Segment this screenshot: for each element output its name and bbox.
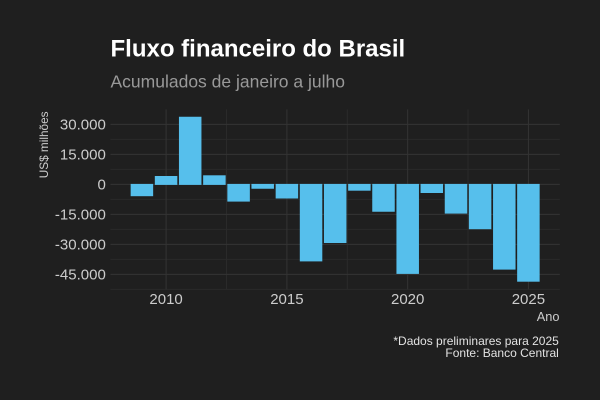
svg-text:15.000: 15.000 [60, 146, 106, 163]
svg-text:2025: 2025 [512, 291, 545, 308]
svg-text:Fonte: Banco Central: Fonte: Banco Central [445, 346, 558, 360]
svg-text:30.000: 30.000 [60, 116, 106, 133]
svg-text:Fluxo financeiro do Brasil: Fluxo financeiro do Brasil [111, 36, 406, 63]
svg-text:2020: 2020 [391, 291, 424, 308]
svg-text:US$ milhões: US$ milhões [37, 111, 51, 178]
svg-text:-30.000: -30.000 [55, 236, 106, 253]
svg-text:-45.000: -45.000 [55, 266, 106, 283]
svg-text:2010: 2010 [149, 291, 182, 308]
svg-text:2015: 2015 [270, 291, 303, 308]
svg-text:Acumulados de janeiro a julho: Acumulados de janeiro a julho [111, 72, 345, 92]
svg-text:Ano: Ano [537, 309, 560, 324]
svg-text:-15.000: -15.000 [55, 206, 106, 223]
svg-text:*Dados preliminares para 2025: *Dados preliminares para 2025 [393, 334, 559, 348]
svg-text:0: 0 [97, 176, 105, 193]
